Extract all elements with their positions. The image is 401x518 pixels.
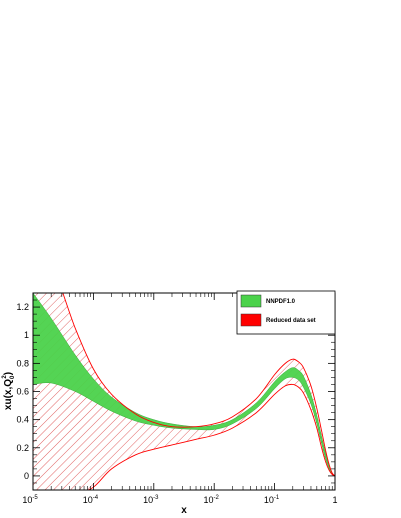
y-axis-label: xu(x,Q02) [2,372,16,410]
y-tick-label: 0.6 [16,387,29,397]
y-axis: 0 0.2 0.4 0.6 0.8 1 1.2 [16,299,335,484]
legend-swatch-reduced [240,313,262,327]
x-tick-label: 10-4 [83,495,99,505]
y-tick-label: 1.2 [16,302,29,312]
x-tick-label: 10-5 [22,495,38,505]
x-tick-label: 10-1 [264,495,280,505]
band-reduced-upper-edge [62,293,335,477]
y-tick-label: 0 [24,471,29,481]
legend-swatch-nnpdf [240,294,262,308]
x-tick-label: 1 [332,495,337,505]
legend-label-nnpdf: NNPDF1.0 [266,299,296,305]
bands-layer [33,293,335,490]
y-tick-label: 0.2 [16,443,29,453]
x-tick-label: 10-3 [143,495,159,505]
y-tick-label: 0.8 [16,358,29,368]
y-tick-label: 0.4 [16,415,29,425]
x-axis-label: x [181,505,187,516]
band-reduced [33,293,335,490]
band-reduced-lower-edge [87,383,335,490]
legend: NNPDF1.0 Reduced data set [236,290,336,335]
y-tick-label: 1 [24,330,29,340]
x-tick-label: 10-2 [204,495,220,505]
x-axis: 10-5 10-4 10-3 10-2 10-1 1 [22,293,338,505]
legend-label-reduced: Reduced data set [266,318,316,324]
